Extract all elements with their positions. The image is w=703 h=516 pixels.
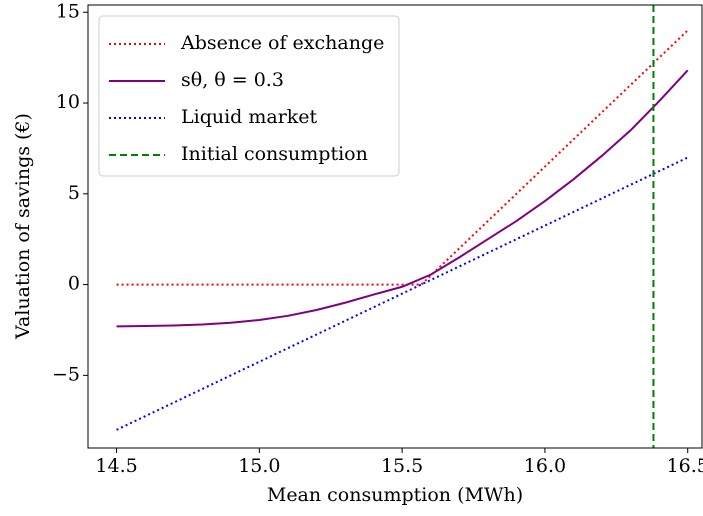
plot-frame [87,4,703,449]
series-line [116,69,689,328]
x-tick-label: 15.0 [238,455,280,477]
y-tick-label: 5 [68,182,80,204]
y-tick-label: −5 [52,363,80,385]
x-tick-label: 16.0 [524,455,566,477]
x-tick-label: 15.5 [381,455,423,477]
legend-label: Initial consumption [181,143,368,165]
y-tick-label: 10 [56,91,80,113]
series-line [116,29,689,286]
legend-label: Liquid market [181,106,318,128]
x-tick-label: 14.5 [95,455,137,477]
y-tick-label: 15 [56,0,80,22]
series-line [116,156,689,431]
y-tick-label: 0 [68,273,80,295]
x-axis-label: Mean consumption (MWh) [267,484,523,506]
y-axis-label: Valuation of savings (€) [12,113,34,340]
legend-box [98,15,400,177]
legend-label: sθ, θ = 0.3 [181,69,284,91]
x-tick-label: 16.5 [667,455,703,477]
legend-label: Absence of exchange [180,32,384,54]
